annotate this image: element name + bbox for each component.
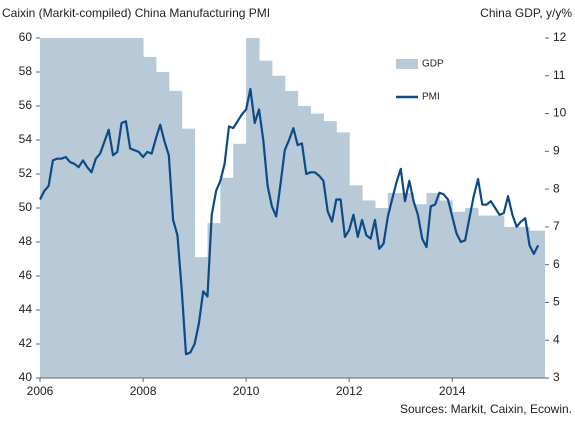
- legend-label: PMI: [422, 92, 440, 103]
- gdp-bar: [529, 230, 545, 378]
- y-tick-label: 50: [19, 200, 33, 214]
- gdp-bar: [439, 200, 453, 378]
- gdp-bar: [65, 38, 80, 378]
- gdp-bar: [155, 72, 170, 378]
- gdp-bar: [490, 215, 505, 378]
- y-tick-label: 54: [19, 132, 33, 146]
- gdp-bar: [452, 211, 466, 378]
- gdp-bar: [78, 38, 93, 378]
- x-tick-label: 2010: [233, 384, 260, 398]
- gdp-bar: [349, 185, 363, 378]
- y-tick-label: 48: [19, 234, 33, 248]
- y-tick-label: 58: [19, 64, 33, 78]
- y-tick-label: 46: [19, 268, 33, 282]
- y2-tick-label: 11: [553, 68, 566, 82]
- gdp-bar: [52, 38, 67, 378]
- gdp-bar: [117, 38, 131, 378]
- chart-title: Caixin (Markit-compiled) China Manufactu…: [2, 6, 270, 20]
- gdp-bar: [143, 56, 157, 378]
- gdp-bar: [207, 223, 221, 378]
- gdp-bar: [233, 143, 247, 378]
- gdp-bar: [259, 60, 273, 378]
- y-tick-label: 56: [19, 98, 33, 112]
- gdp-bar: [336, 132, 350, 378]
- gdp-bar: [426, 192, 440, 378]
- gdp-bar: [194, 257, 208, 378]
- gdp-bar: [374, 208, 389, 378]
- y2-tick-label: 8: [553, 181, 560, 195]
- legend-label: GDP: [422, 59, 444, 70]
- y-tick-label: 60: [19, 30, 33, 44]
- gdp-bar: [168, 90, 183, 378]
- y2-tick-label: 12: [553, 30, 567, 44]
- y-tick-label: 52: [19, 166, 33, 180]
- gdp-bar: [413, 204, 427, 378]
- x-tick-label: 2006: [27, 384, 54, 398]
- gdp-bar: [362, 200, 376, 378]
- legend-swatch: [396, 59, 418, 69]
- y2-tick-label: 6: [553, 257, 560, 271]
- gdp-bar: [104, 38, 118, 378]
- gdp-bar: [40, 38, 54, 378]
- gdp-bar: [516, 226, 531, 378]
- bars: [40, 38, 545, 378]
- gdp-bar: [478, 215, 492, 378]
- x-tick-label: 2008: [130, 384, 157, 398]
- x-tick-label: 2014: [439, 384, 466, 398]
- y2-tick-label: 7: [553, 219, 560, 233]
- gdp-bar: [246, 38, 260, 378]
- gdp-bar: [310, 113, 324, 378]
- pmi-line: [39, 87, 540, 356]
- gdp-bar: [400, 192, 415, 378]
- gdp-bar: [130, 38, 144, 378]
- y2-tick-label: 4: [553, 332, 560, 346]
- gdp-bar: [220, 177, 234, 378]
- y-tick-label: 42: [19, 336, 33, 350]
- gdp-bar: [181, 128, 196, 378]
- gdp-bar: [465, 208, 479, 378]
- gdp-bar: [284, 90, 299, 378]
- gdp-bar: [387, 192, 402, 378]
- x-tick-label: 2012: [336, 384, 363, 398]
- gdp-bar: [271, 75, 286, 378]
- y2-tick-label: 5: [553, 295, 560, 309]
- gdp-bar: [91, 38, 105, 378]
- y2-tick-label: 10: [553, 106, 567, 120]
- y-tick-label: 44: [19, 302, 33, 316]
- y2-tick-label: 3: [553, 370, 560, 384]
- source: Sources: Markit, Caixin, Ecowin.: [400, 402, 572, 416]
- gdp-bar: [297, 106, 312, 378]
- y-tick-label: 40: [19, 370, 33, 384]
- gdp-bar: [323, 121, 337, 378]
- y2-axis-label: China GDP, y/y%: [480, 6, 572, 20]
- y2-tick-label: 9: [553, 144, 560, 158]
- gdp-bar: [503, 226, 518, 378]
